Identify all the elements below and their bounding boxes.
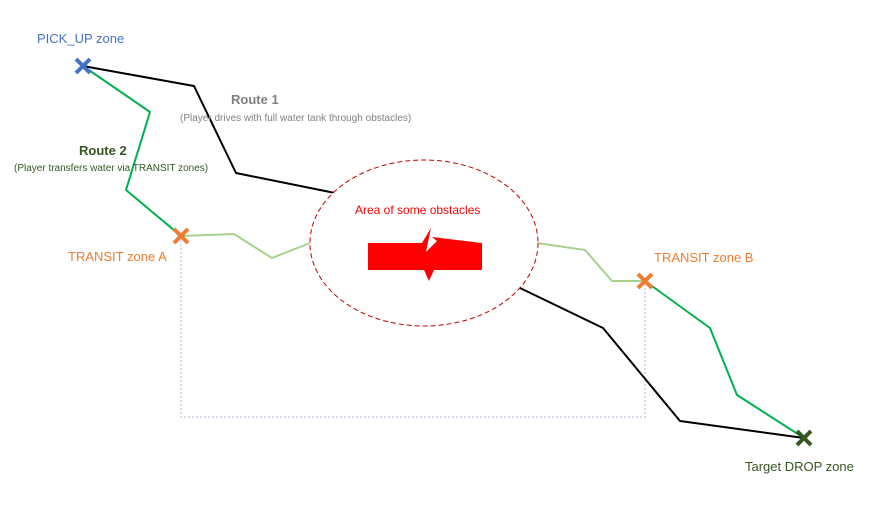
transit-b-label: TRANSIT zone B	[654, 250, 754, 265]
route2-line-to-transit-a	[82, 65, 182, 237]
route1-description: (Player drives with full water tank thro…	[180, 113, 412, 124]
transit-b-marker	[636, 272, 654, 290]
obstacle-area-label: Area of some obstacles	[355, 203, 481, 217]
route1-title: Route 1	[231, 92, 279, 107]
transit-a-label: TRANSIT zone A	[68, 249, 167, 264]
route1-line-start	[82, 65, 336, 194]
lightning-break-icon	[368, 228, 482, 281]
route2-title: Route 2	[79, 143, 127, 158]
route2-description: (Player transfers water via TRANSIT zone…	[14, 163, 209, 174]
pickup-zone-marker	[74, 57, 92, 75]
transit-link-dotted	[180, 236, 646, 418]
transit-a-marker	[172, 227, 190, 245]
route2-faded-left	[180, 233, 311, 259]
route2-faded-right	[536, 242, 645, 282]
route2-line-to-drop	[644, 280, 805, 439]
drop-zone-label: Target DROP zone	[745, 459, 854, 474]
pickup-zone-label: PICK_UP zone	[37, 31, 125, 46]
route1-line-end	[519, 287, 805, 439]
drop-zone-marker	[795, 429, 813, 447]
